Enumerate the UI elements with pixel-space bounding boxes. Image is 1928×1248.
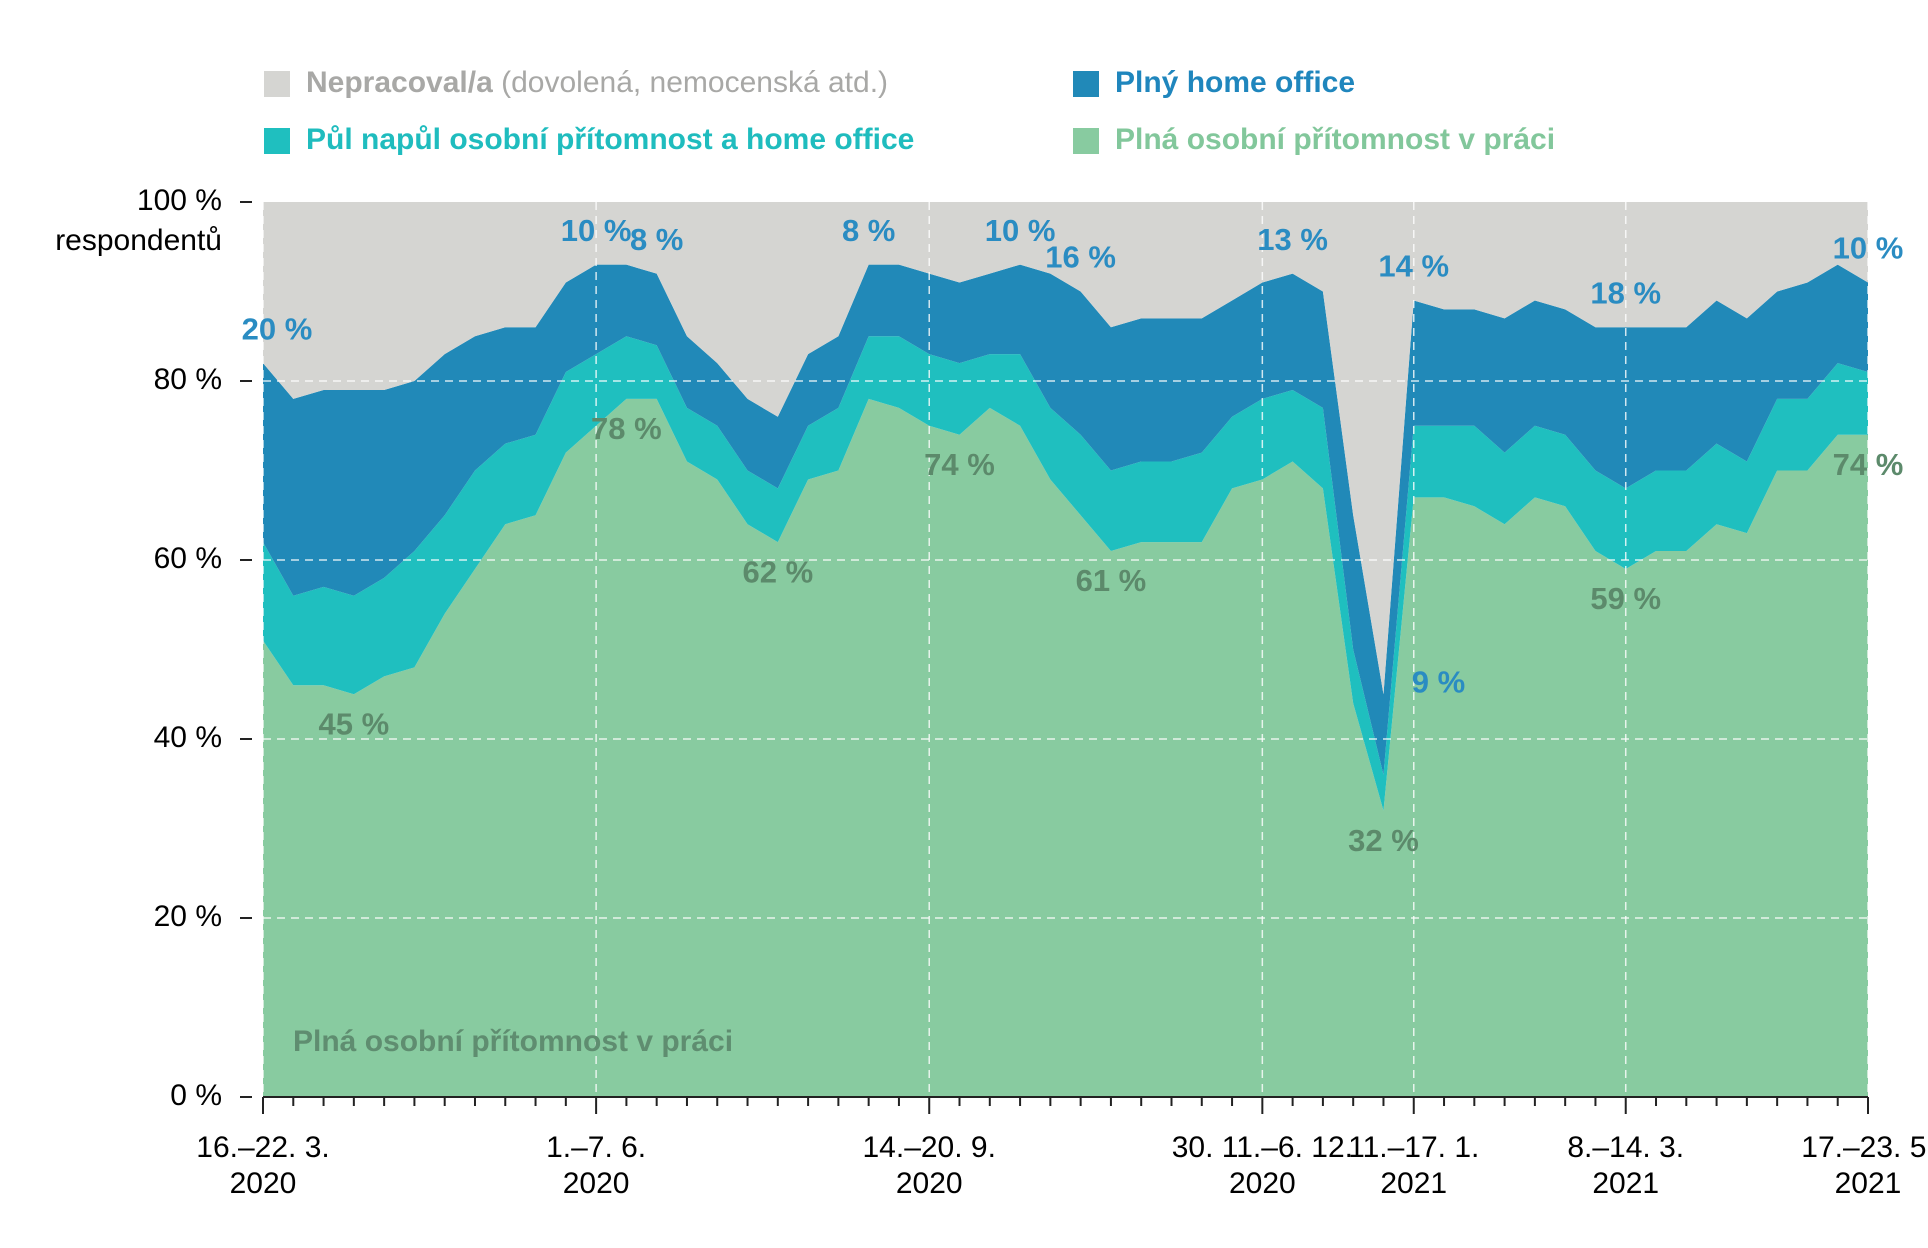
value-label: 16 % [1045,240,1116,275]
area [263,336,1868,811]
legend-name: Nepracoval/a [306,66,493,99]
value-label: 20 % [242,311,313,346]
legend-label: Plný home office [1115,66,1355,99]
value-label: 78 % [591,411,662,446]
value-label: 62 % [742,554,813,589]
area [263,264,1868,775]
value-label: 59 % [1590,581,1661,616]
value-label: 45 % [319,706,390,741]
x-tick-label: 16.–22. 3. [196,1131,329,1164]
annotation: Plná osobní přítomnost v práci [293,1025,733,1058]
legend-name: Půl napůl osobní přítomnost a home offic… [306,123,914,156]
x-tick-label: 2021 [1380,1167,1447,1200]
y-tick-label: 80 % [154,363,222,396]
value-label: 8 % [842,213,895,248]
x-tick-label: 2020 [896,1167,963,1200]
x-tick-label: 2021 [1592,1167,1659,1200]
value-label: 18 % [1590,275,1661,310]
legend-swatch [1073,128,1099,154]
value-label: 8 % [630,222,683,257]
value-label: 74 % [924,447,995,482]
y-tick-label: 0 % [170,1079,222,1112]
legend-name: Plný home office [1115,66,1355,99]
legend-note: (dovolená, nemocenská atd.) [501,66,888,99]
x-tick-label: 11.–17. 1. [1348,1131,1479,1164]
value-label: 10 % [1833,231,1904,266]
value-label: 74 % [1833,447,1904,482]
legend-label: Plná osobní přítomnost v práci [1115,123,1555,156]
x-tick-label: 17.–23. 5. [1801,1131,1928,1164]
x-tick-label: 8.–14. 3. [1567,1131,1684,1164]
y-axis-label: respondentů [55,224,222,257]
x-tick-label: 30. 11.–6. 12. [1172,1131,1353,1164]
x-tick-label: 2020 [563,1167,630,1200]
legend-swatch [264,128,290,154]
x-tick-label: 2021 [1835,1167,1902,1200]
legend-swatch [1073,71,1099,97]
x-tick-label: 1.–7. 6. [546,1131,646,1164]
y-tick-label: 60 % [154,542,222,575]
legend-swatch [264,71,290,97]
value-label: 10 % [561,213,632,248]
area [263,398,1868,1097]
legend-name: Plná osobní přítomnost v práci [1115,123,1555,156]
legend-label: Půl napůl osobní přítomnost a home offic… [306,123,914,156]
legend-label: Nepracoval/a (dovolená, nemocenská atd.) [306,66,888,99]
x-tick-label: 14.–20. 9. [862,1131,995,1164]
value-label: 61 % [1076,563,1147,598]
value-label: 9 % [1412,664,1465,699]
x-tick-label: 2020 [230,1167,297,1200]
value-label: 32 % [1348,823,1419,858]
value-label: 10 % [985,213,1056,248]
area [263,202,1868,695]
x-tick-label: 2020 [1229,1167,1296,1200]
value-label: 14 % [1378,249,1449,284]
y-tick-label: 20 % [154,900,222,933]
y-tick-label: 100 % [137,184,222,217]
y-tick-label: 40 % [154,721,222,754]
value-label: 13 % [1257,222,1328,257]
